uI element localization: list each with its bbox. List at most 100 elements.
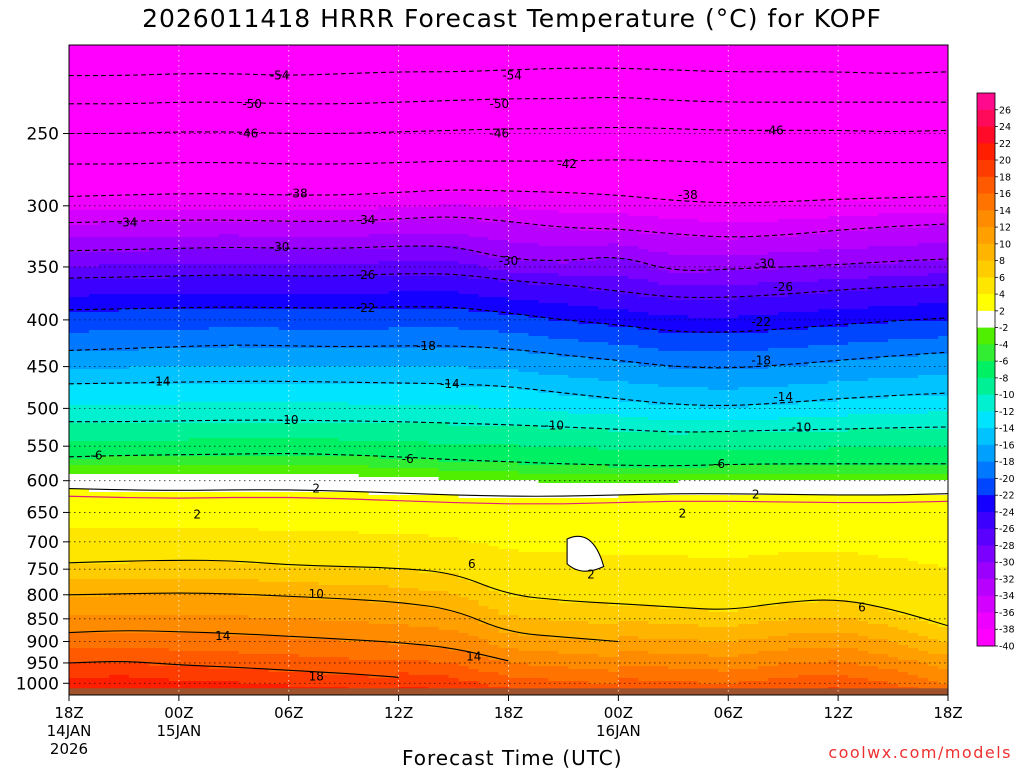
temperature-cell: [248, 45, 260, 196]
temperature-cell: [718, 495, 729, 559]
temperature-cell: [328, 348, 340, 367]
temperature-cell: [348, 264, 360, 277]
temperature-cell: [888, 612, 899, 628]
contour-label: -34: [118, 216, 138, 230]
temperature-cell: [278, 582, 290, 598]
temperature-cell: [198, 237, 210, 250]
temperature-cell: [808, 327, 819, 346]
temperature-cell: [398, 246, 410, 262]
temperature-cell: [318, 294, 330, 310]
temperature-cell: [268, 210, 280, 223]
temperature-cell: [808, 432, 819, 451]
isotherm-lines: [69, 67, 948, 678]
temperature-cell: [358, 384, 370, 406]
temperature-cell: [298, 237, 310, 250]
temperature-cell: [538, 228, 550, 247]
temperature-cell: [158, 615, 170, 634]
temperature-cell: [848, 342, 859, 361]
temperature-cell: [788, 282, 799, 295]
temperature-cell: [918, 651, 929, 664]
chart-title: 2026011418 HRRR Forecast Temperature (°C…: [142, 4, 882, 33]
temperature-cell: [148, 405, 160, 424]
temperature-cell: [768, 678, 779, 694]
temperature-cell: [208, 474, 220, 493]
colorbar-swatch: [977, 595, 995, 613]
temperature-cell: [608, 327, 619, 346]
temperature-cell: [468, 498, 480, 544]
temperature-cell: [478, 255, 490, 268]
temperature-cell: [208, 465, 220, 475]
temperature-cell: [338, 657, 350, 676]
temperature-cell: [188, 423, 200, 439]
temperature-cell: [628, 417, 639, 433]
temperature-cell: [248, 654, 260, 670]
temperature-cell: [198, 594, 210, 616]
temperature-cell: [208, 366, 220, 385]
temperature-cell: [298, 582, 310, 598]
colorbar-label: 10: [999, 239, 1011, 250]
temperature-cell: [458, 615, 470, 634]
temperature-cell: [858, 291, 869, 310]
temperature-cell: [328, 621, 340, 640]
temperature-cell: [498, 315, 510, 334]
temperature-cell: [178, 681, 190, 694]
temperature-cell: [518, 426, 530, 448]
temperature-cell: [848, 480, 859, 496]
temperature-cell: [908, 228, 919, 247]
temperature-cell: [828, 660, 839, 676]
temperature-cell: [528, 552, 540, 601]
temperature-cell: [138, 678, 150, 691]
temperature-cell: [268, 438, 280, 457]
temperature-cell: [248, 597, 260, 619]
temperature-cell: [308, 438, 320, 457]
temperature-cell: [158, 210, 170, 223]
temperature-cell: [508, 282, 520, 301]
temperature-cell: [158, 474, 170, 493]
temperature-cell: [448, 45, 460, 193]
temperature-cell: [678, 273, 689, 286]
temperature-cell: [118, 384, 130, 406]
temperature-cell: [188, 465, 200, 475]
temperature-cell: [678, 609, 689, 625]
temperature-cell: [238, 348, 250, 367]
temperature-cell: [378, 585, 390, 604]
temperature-cell: [908, 561, 919, 619]
temperature-cell: [468, 237, 480, 253]
temperature-cell: [98, 441, 110, 457]
temperature-cell: [898, 429, 909, 448]
temperature-cell: [98, 597, 110, 616]
temperature-cell: [798, 450, 809, 466]
temperature-cell: [708, 450, 719, 466]
temperature-cell: [808, 480, 819, 496]
temperature-cell: [288, 672, 300, 688]
temperature-cell: [358, 309, 370, 331]
temperature-cell: [818, 402, 829, 418]
temperature-cell: [618, 606, 629, 622]
temperature-cell: [758, 237, 769, 256]
temperature-cell: [758, 282, 769, 298]
temperature-cell: [718, 657, 729, 673]
temperature-cell: [458, 666, 470, 682]
temperature-cell: [508, 192, 520, 208]
temperature-cell: [408, 276, 420, 292]
temperature-cell: [668, 387, 679, 406]
temperature-cell: [378, 660, 390, 679]
temperature-cell: [398, 588, 410, 604]
temperature-cell: [498, 258, 510, 271]
temperature-cell: [668, 285, 679, 301]
temperature-cell: [688, 351, 699, 370]
temperature-cell: [898, 495, 909, 559]
temperature-cell: [238, 636, 250, 655]
temperature-cell: [608, 309, 619, 328]
temperature-cell: [388, 603, 400, 625]
temperature-cell: [508, 387, 520, 409]
temperature-cell: [338, 474, 350, 493]
temperature-cell: [69, 615, 80, 634]
temperature-cell: [248, 222, 260, 238]
temperature-cell: [818, 309, 829, 328]
temperature-cell: [408, 570, 420, 589]
temperature-cell: [788, 450, 799, 466]
temperature-cell: [478, 279, 490, 298]
temperature-cell: [268, 222, 280, 238]
temperature-cell: [558, 465, 570, 475]
